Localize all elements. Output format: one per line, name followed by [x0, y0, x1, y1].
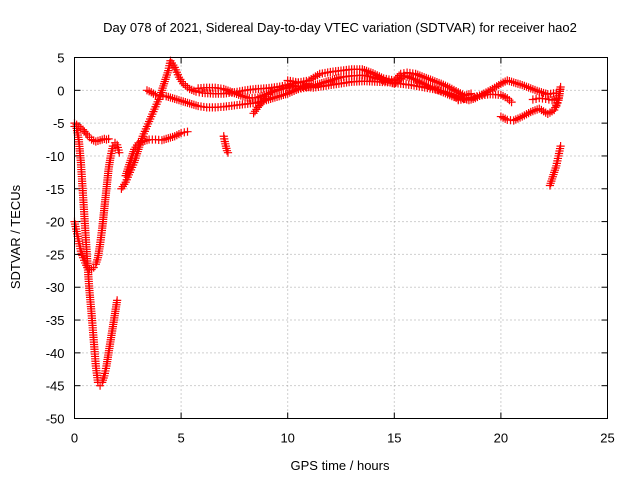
series-track-medium-dip: [70, 138, 124, 274]
data-point: [266, 88, 275, 97]
series-track-late-tail: [528, 94, 563, 105]
data-point: [554, 94, 563, 103]
y-tick-label: -45: [46, 379, 65, 394]
data-point: [113, 296, 122, 305]
series-track-early-short: [70, 119, 113, 146]
x-tick-label: 10: [280, 431, 294, 446]
y-tick-label: -15: [46, 182, 65, 197]
data-point: [223, 148, 233, 157]
y-tick-label: 0: [57, 83, 64, 98]
y-tick-label: 5: [57, 51, 64, 66]
x-axis-label: GPS time / hours: [291, 458, 390, 473]
data-point: [195, 88, 204, 97]
data-point: [183, 127, 192, 136]
y-tick-label: -5: [53, 116, 65, 131]
y-tick-labels: 5 0 -5 -10 -15 -20 -25 -30 -35 -40 -45 -50: [46, 51, 65, 427]
y-tick-label: -20: [46, 215, 65, 230]
data-point: [151, 90, 160, 100]
x-tick-label: 25: [600, 431, 614, 446]
series-track-late-steep: [545, 142, 565, 190]
data-point: [553, 99, 562, 108]
data-series: [70, 56, 565, 390]
y-tick-label: -35: [46, 313, 65, 328]
data-point: [552, 101, 561, 111]
y-tick-label: -30: [46, 280, 65, 295]
series-track-deep-dip: [70, 122, 122, 390]
series-track-isolated-7h: [219, 132, 233, 157]
data-point: [507, 98, 516, 107]
y-tick-label: -50: [46, 412, 65, 427]
x-tick-labels: 0 5 10 15 20 25: [71, 431, 615, 446]
data-point: [177, 128, 186, 138]
y-tick-label: -40: [46, 346, 65, 361]
data-point: [528, 95, 537, 104]
series-track-rising-to-peak: [117, 56, 303, 193]
data-point: [104, 134, 113, 143]
data-point: [541, 94, 550, 103]
series-track-late-dip: [496, 82, 565, 125]
series-track-low-plateau: [121, 127, 192, 180]
x-tick-label: 20: [494, 431, 508, 446]
chart-title: Day 078 of 2021, Sidereal Day-to-day VTE…: [103, 20, 577, 35]
y-tick-label: -10: [46, 149, 65, 164]
x-tick-label: 15: [387, 431, 401, 446]
plot-frame: [74, 57, 608, 419]
data-point: [180, 128, 189, 137]
y-tick-label: -25: [46, 247, 65, 262]
series-track-lower-band: [294, 71, 463, 103]
series-track-late-bowl: [454, 90, 516, 107]
x-tick-label: 5: [177, 431, 184, 446]
x-tick-label: 0: [71, 431, 78, 446]
data-point: [115, 148, 124, 157]
data-point: [556, 142, 565, 151]
series-track-isolated-8h: [249, 88, 275, 118]
y-axis-label: SDTVAR / TECUs: [8, 184, 23, 289]
